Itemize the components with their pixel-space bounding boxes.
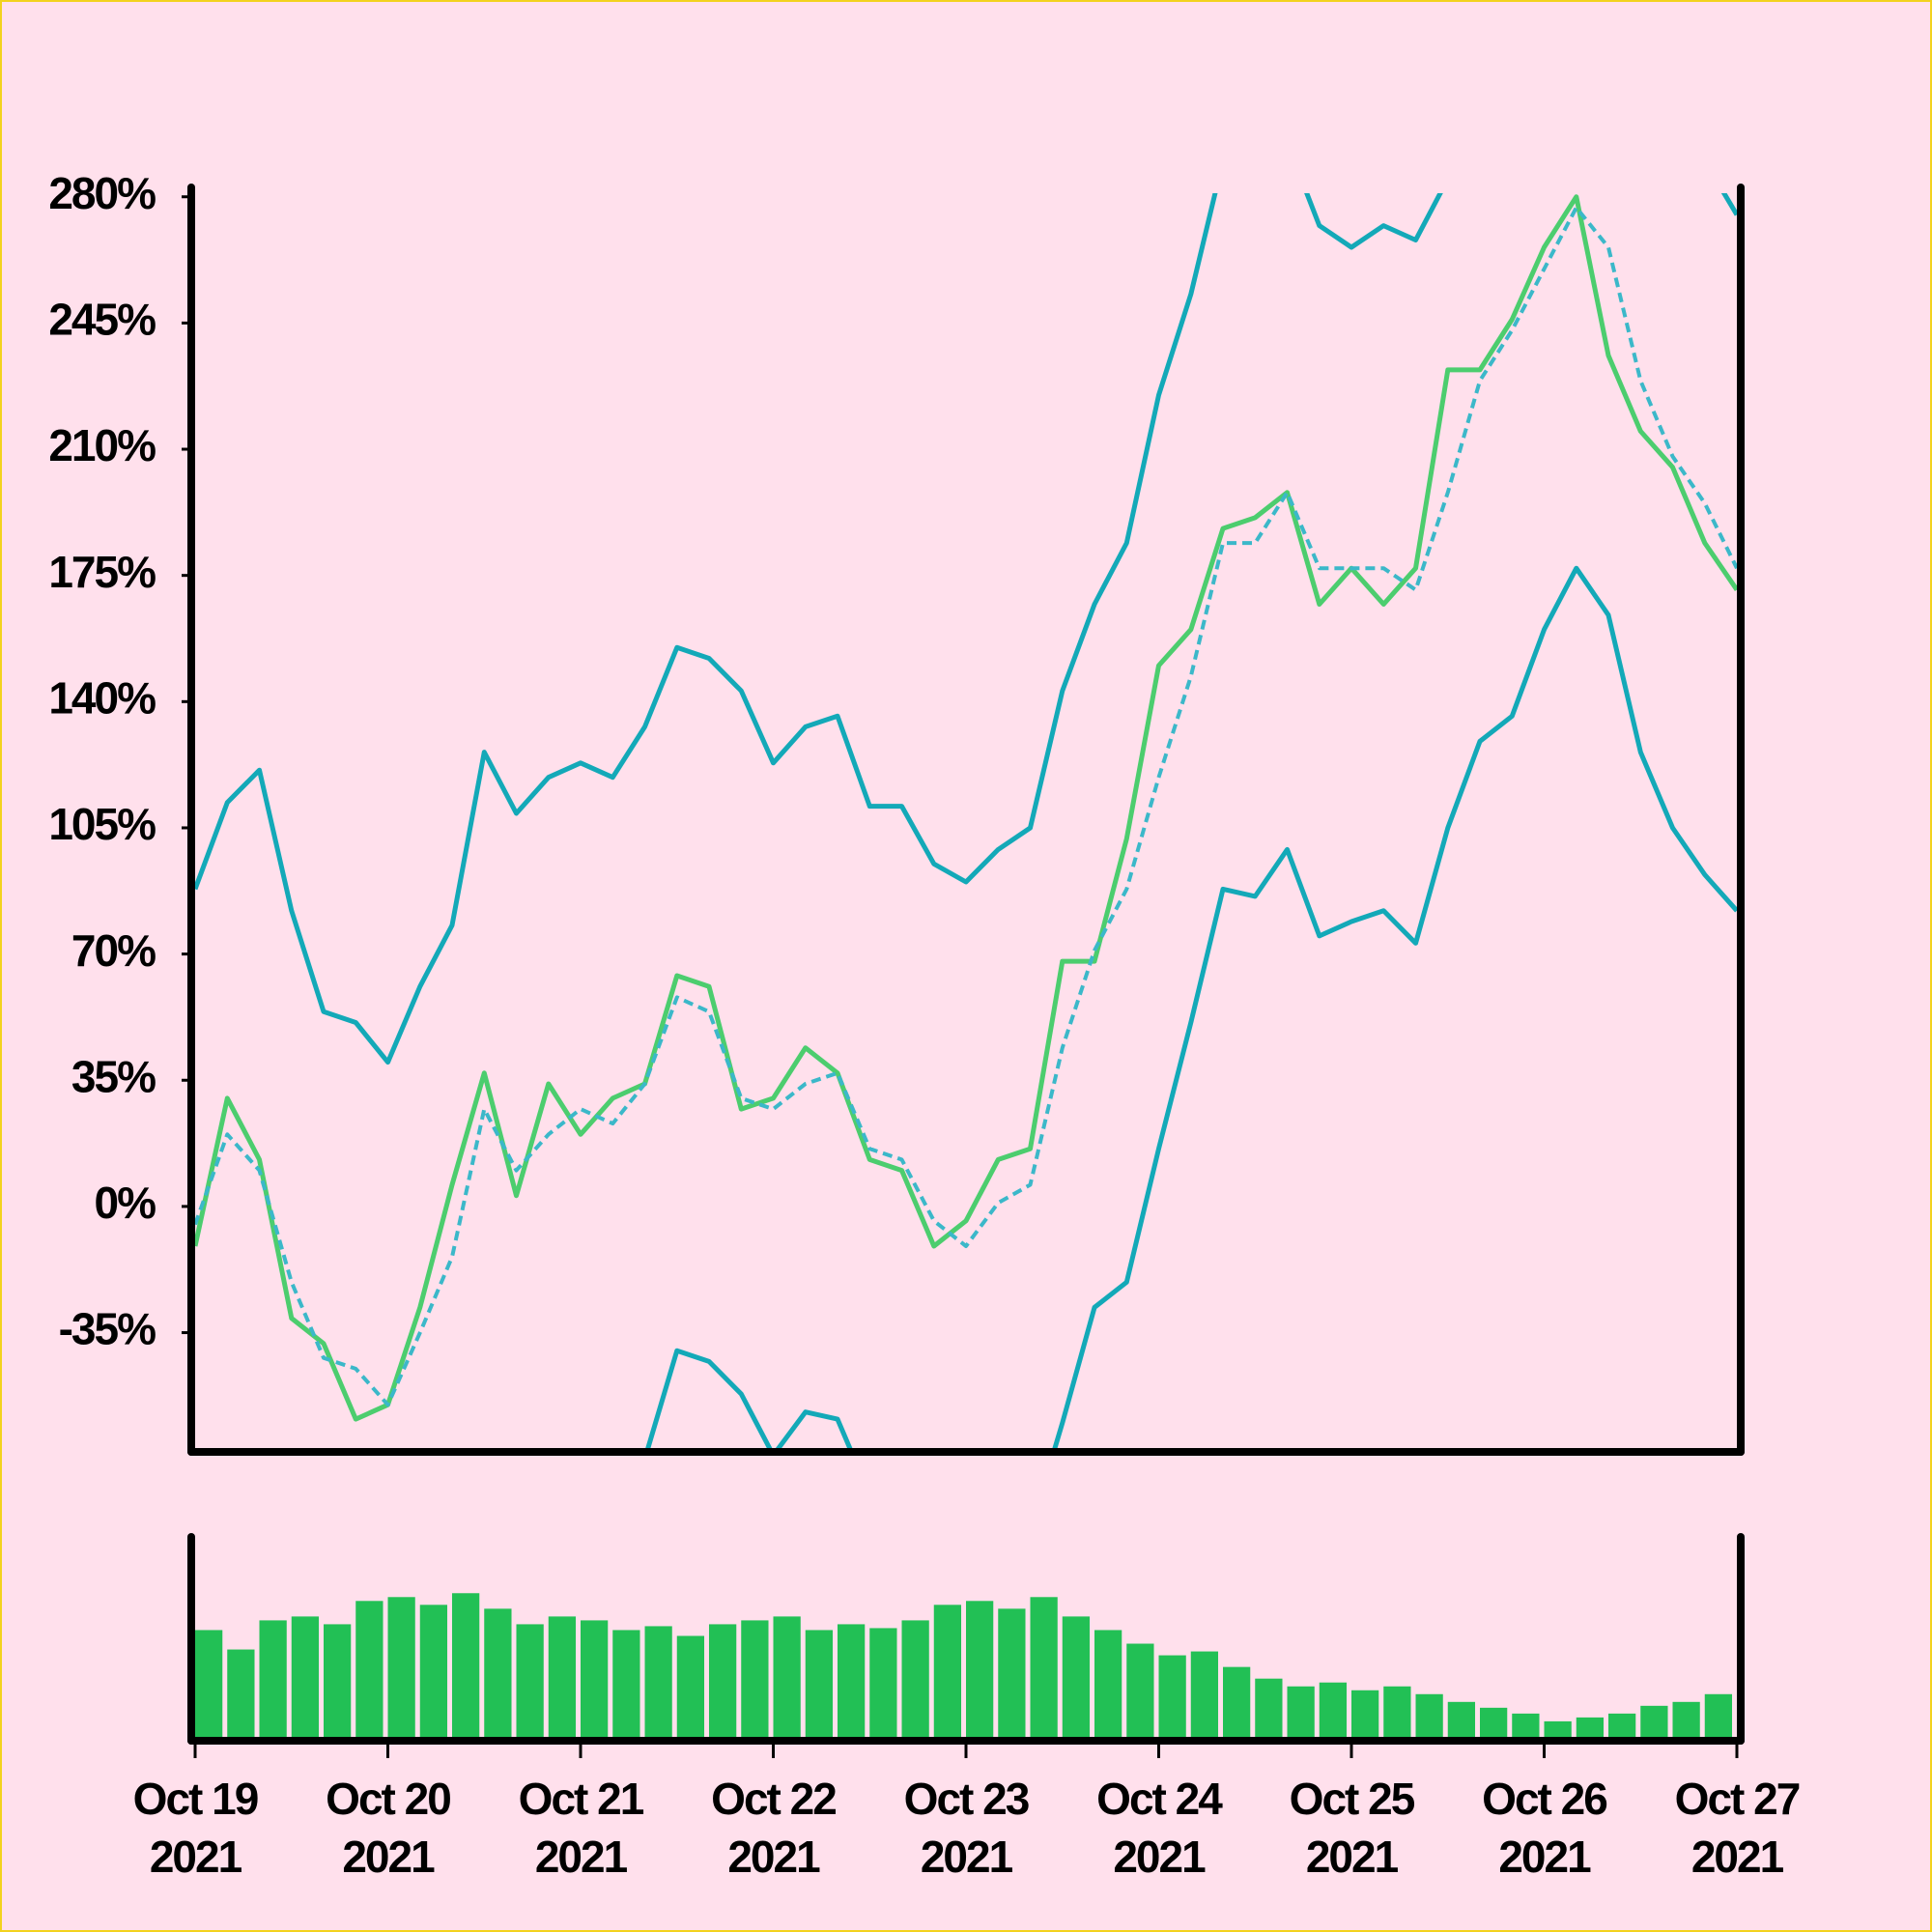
series-line (195, 205, 1737, 1407)
volume-bar (1512, 1713, 1540, 1737)
volume-bar (324, 1624, 352, 1737)
x-tick-label-line: Oct 22 (711, 1774, 836, 1824)
y-tick-label: 105% (48, 799, 156, 849)
volume-bar (1319, 1682, 1348, 1737)
x-tick-label-line: 2021 (1306, 1832, 1399, 1882)
x-tick-label-line: 2021 (1113, 1832, 1206, 1882)
y-tick-label: 70% (71, 925, 156, 976)
x-tick-label-line: 2021 (535, 1832, 628, 1882)
volume-bar (1351, 1690, 1379, 1737)
y-tick-label: 245% (48, 295, 156, 345)
volume-bar (1287, 1686, 1315, 1737)
y-tick-label: 280% (48, 168, 156, 218)
x-tick-label-line: 2021 (342, 1832, 435, 1882)
series-line (195, 194, 1737, 1422)
y-tick-label: 210% (48, 420, 156, 470)
x-tick-label: Oct 27 2021 (1675, 1774, 1800, 1882)
volume-bar (1544, 1720, 1572, 1737)
volume-bar (1158, 1655, 1186, 1737)
volume-bar (741, 1620, 769, 1737)
y-tick-label: 35% (71, 1051, 156, 1101)
volume-bar (1094, 1630, 1122, 1737)
volume-bar (1640, 1705, 1668, 1737)
price-plot (195, 193, 1737, 1448)
volume-bar (1608, 1713, 1636, 1737)
volume-bar (548, 1616, 577, 1737)
volume-bar (838, 1624, 866, 1737)
x-tick-label-line: Oct 26 (1482, 1774, 1606, 1824)
volume-bar (1126, 1643, 1154, 1737)
x-tick-label: Oct 19 2021 (133, 1774, 258, 1882)
volume-bar (259, 1620, 287, 1737)
volume-bar (1704, 1693, 1733, 1737)
x-tick-label-line: 2021 (150, 1832, 242, 1882)
x-tick-label-line: 2021 (727, 1832, 820, 1882)
x-tick-label-line: 2021 (1691, 1832, 1784, 1882)
volume-bar (901, 1620, 929, 1737)
y-tick-label: 0% (95, 1178, 156, 1228)
x-tick-label-line: Oct 19 (133, 1774, 258, 1824)
volume-bar (644, 1626, 672, 1737)
volume-bar (355, 1601, 384, 1737)
volume-bar (966, 1601, 994, 1737)
volume-bar (1190, 1651, 1219, 1737)
series-line (645, 565, 1737, 1448)
x-tick-label-line: Oct 20 (326, 1774, 450, 1824)
x-tick-label-line: Oct 23 (904, 1774, 1029, 1824)
volume-bar (1062, 1616, 1091, 1737)
series-line (195, 193, 1737, 1065)
y-tick-label: 175% (48, 547, 156, 597)
volume-bar (516, 1624, 544, 1737)
volume-bar (1255, 1678, 1283, 1737)
volume-bar (998, 1608, 1026, 1737)
x-tick-label-line: 2021 (921, 1832, 1013, 1882)
volume-bar (1223, 1666, 1251, 1737)
x-tick-label-line: Oct 24 (1096, 1774, 1223, 1824)
x-tick-label: Oct 26 2021 (1482, 1774, 1606, 1882)
volume-bar (709, 1624, 737, 1737)
x-tick-label-line: Oct 21 (519, 1774, 644, 1824)
volume-bar (1447, 1701, 1476, 1737)
volume-bar (676, 1635, 705, 1737)
volume-bar (1672, 1701, 1700, 1737)
volume-bar (805, 1630, 834, 1737)
volume-bar (291, 1616, 320, 1737)
x-tick-label: Oct 25 2021 (1290, 1774, 1415, 1882)
volume-bar (195, 1630, 223, 1737)
x-tick-label: Oct 22 2021 (711, 1774, 836, 1882)
volume-bar (419, 1605, 448, 1737)
volume-bar (1415, 1693, 1443, 1737)
volume-bar (773, 1616, 801, 1737)
volume-bar (387, 1597, 415, 1737)
x-tick-label: Oct 23 2021 (904, 1774, 1029, 1882)
x-tick-label-line: 2021 (1498, 1832, 1591, 1882)
volume-bar (484, 1608, 512, 1737)
x-tick-label: Oct 20 2021 (326, 1774, 450, 1882)
volume-bar (227, 1649, 255, 1737)
volume-bar (1383, 1686, 1411, 1737)
y-tick-label: 140% (48, 672, 156, 723)
y-tick-label: -35% (59, 1304, 156, 1354)
volume-bar (1576, 1717, 1605, 1737)
volume-bar (452, 1593, 480, 1737)
axes: -35% 0% 35% 70% 105% 140% 175% 210% 245% 280% Oct … (48, 168, 1801, 1882)
volume-bar (1030, 1597, 1058, 1737)
volume-bar (869, 1628, 897, 1737)
x-tick-label: Oct 24 2021 (1096, 1774, 1223, 1882)
x-tick-label-line: Oct 25 (1290, 1774, 1415, 1824)
volume-plot (195, 1593, 1733, 1737)
volume-bar (933, 1605, 962, 1737)
volume-bar (581, 1620, 609, 1737)
x-tick-label-line: Oct 27 (1675, 1774, 1800, 1824)
volume-bar (612, 1630, 640, 1737)
volume-bar (1480, 1707, 1508, 1737)
x-tick-label: Oct 21 2021 (519, 1774, 644, 1882)
